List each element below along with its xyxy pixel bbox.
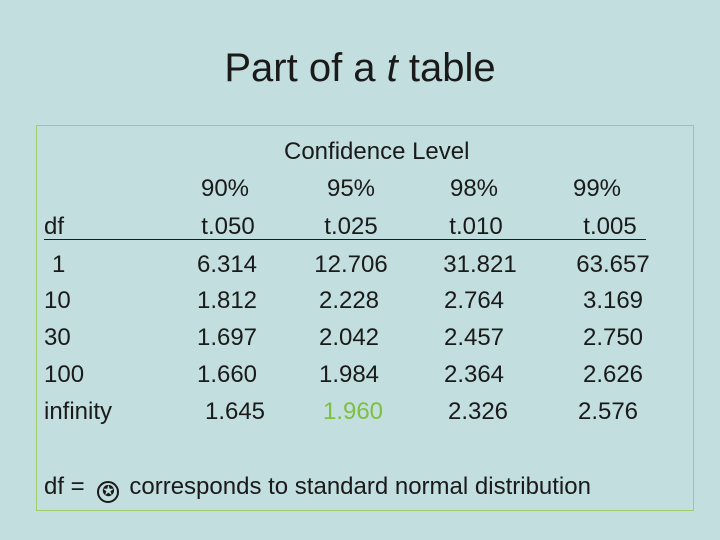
t-value: 2.626 xyxy=(582,361,644,388)
percent-header: 98% xyxy=(449,175,499,202)
confidence-level-header: Confidence Level xyxy=(284,138,470,165)
t-column-header: t.005 xyxy=(583,213,637,240)
t-value: 1.697 xyxy=(196,324,258,351)
df-value: infinity xyxy=(44,398,113,425)
percent-header: 90% xyxy=(200,175,250,202)
t-value: 1.660 xyxy=(196,361,258,388)
df-value: 100 xyxy=(44,361,85,388)
t-value: 2.326 xyxy=(447,398,509,425)
df-value: 30 xyxy=(44,324,71,351)
t-value: 2.364 xyxy=(443,361,505,388)
t-value: 1.812 xyxy=(196,287,258,314)
df-value: 10 xyxy=(44,287,71,314)
percent-header: 95% xyxy=(326,175,376,202)
t-value: 3.169 xyxy=(582,287,644,314)
t-value: 6.314 xyxy=(196,251,258,278)
t-value: 1.984 xyxy=(318,361,380,388)
t-value: 1.645 xyxy=(204,398,266,425)
footnote-prefix: df = xyxy=(44,473,92,500)
t-column-header: t.025 xyxy=(324,213,378,240)
page-title: Part of a t table xyxy=(0,42,720,94)
t-value: 2.457 xyxy=(443,324,505,351)
t-value: 2.042 xyxy=(318,324,380,351)
t-value: 12.706 xyxy=(314,251,388,278)
title-suffix: table xyxy=(397,46,496,90)
t-value-highlighted: 1.960 xyxy=(322,398,384,425)
df-value: 1 xyxy=(52,251,66,278)
t-value: 2.764 xyxy=(443,287,505,314)
t-value: 2.228 xyxy=(318,287,380,314)
t-column-header: t.050 xyxy=(201,213,255,240)
t-value: 31.821 xyxy=(443,251,517,278)
footnote: df = ✪ corresponds to standard normal dis… xyxy=(44,472,591,503)
t-value: 2.750 xyxy=(582,324,644,351)
df-header: df xyxy=(44,213,65,240)
t-value: 63.657 xyxy=(576,251,650,278)
table-frame xyxy=(36,125,694,511)
t-column-header: t.010 xyxy=(449,213,503,240)
infinity-symbol-icon: ✪ xyxy=(97,481,120,503)
percent-header: 99% xyxy=(572,175,622,202)
header-underline xyxy=(44,239,646,240)
title-italic-t: t xyxy=(386,46,398,90)
title-prefix: Part of a xyxy=(224,46,387,90)
t-value: 2.576 xyxy=(577,398,639,425)
footnote-text: corresponds to standard normal distribut… xyxy=(129,473,591,500)
